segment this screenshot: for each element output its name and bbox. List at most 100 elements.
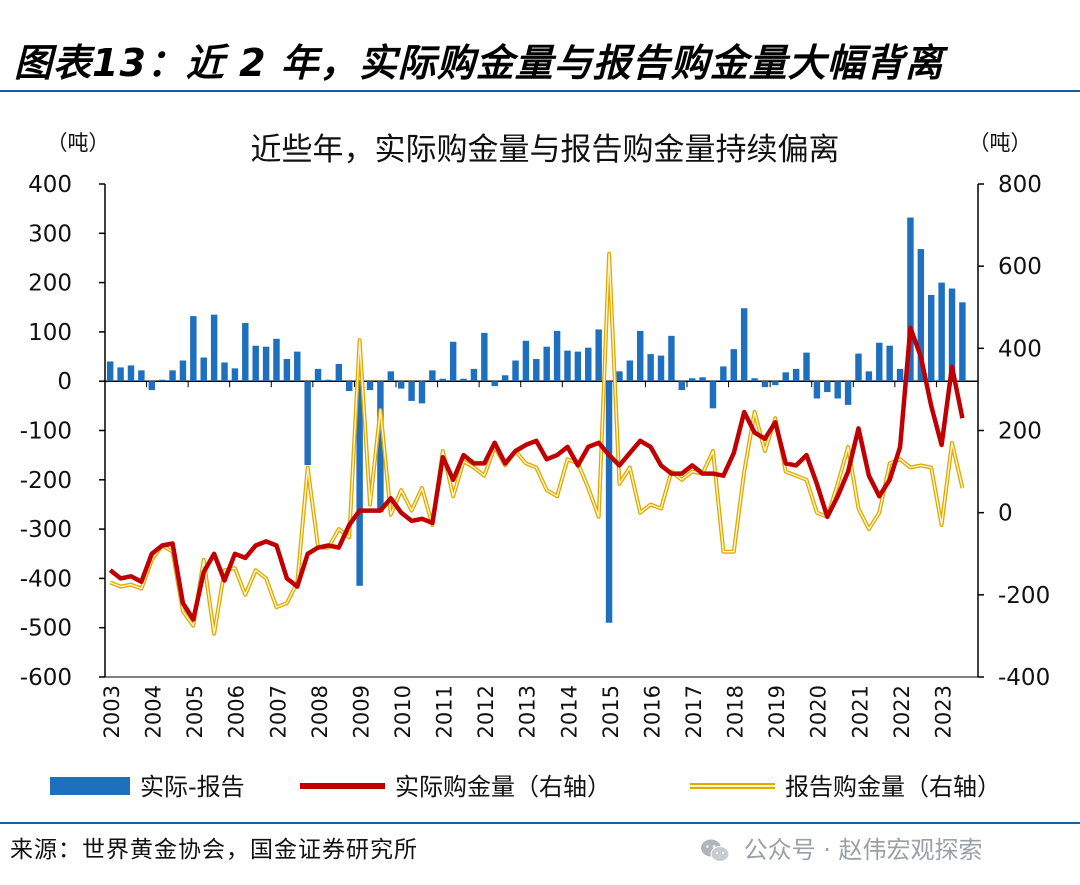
bar	[221, 362, 228, 382]
right-tick-label: -200	[998, 583, 1050, 609]
bar	[938, 282, 945, 382]
wechat-icon	[701, 839, 730, 862]
bar	[356, 381, 363, 586]
bar	[678, 381, 686, 391]
bar	[387, 371, 395, 382]
bar	[553, 330, 561, 382]
x-tick-label: 2010	[391, 685, 415, 738]
bar	[169, 370, 176, 382]
left-tick-label: 400	[28, 172, 72, 198]
left-tick-label: -200	[20, 468, 72, 494]
x-tick-label: 2021	[848, 685, 872, 738]
left-tick-label: -100	[20, 419, 72, 445]
top-divider	[0, 90, 1080, 92]
right-tick-label: -400	[998, 665, 1050, 691]
bar	[501, 375, 509, 382]
x-tick-label: 2005	[183, 685, 207, 738]
bar	[377, 381, 384, 512]
bar	[460, 378, 467, 382]
bar	[262, 346, 270, 382]
right-tick-label: 200	[998, 419, 1042, 445]
source-note: 来源：世界黄金协会，国金证券研究所	[10, 837, 418, 863]
legend-swatch-bar	[50, 777, 130, 795]
bar	[720, 366, 727, 382]
left-tick-label: 300	[28, 221, 72, 247]
legend: 实际-报告 实际购金量（右轴） 报告购金量（右轴）	[50, 773, 1001, 801]
x-tick-label: 2022	[890, 685, 914, 738]
right-tick-label: 600	[998, 254, 1042, 280]
bar	[772, 381, 779, 386]
chart-title: 近些年，实际购金量与报告购金量持续偏离	[251, 132, 840, 168]
bar	[595, 329, 602, 382]
x-tick-label: 2014	[557, 685, 581, 738]
bar	[179, 360, 187, 382]
bar-series	[106, 217, 966, 623]
bar	[200, 357, 207, 382]
bar	[803, 352, 810, 382]
bar	[449, 341, 457, 382]
bar	[855, 353, 862, 382]
left-tick-label: 100	[28, 320, 72, 346]
bar	[616, 371, 623, 382]
x-tick-label: 2019	[765, 685, 789, 738]
bar	[564, 350, 571, 382]
x-tick-label: 2013	[516, 685, 540, 738]
left-tick-label: 0	[57, 369, 72, 395]
bar	[138, 370, 145, 382]
axes: 400 300 200 100 0 -100 -200 -300 -400 -500 -600 800…	[20, 172, 1050, 738]
bar	[190, 316, 197, 382]
bar	[792, 368, 800, 382]
bar	[647, 354, 654, 382]
x-tick-label: 2012	[474, 685, 498, 738]
bar	[782, 372, 789, 382]
bar	[148, 381, 155, 391]
right-tick-label: 400	[998, 336, 1042, 362]
x-tick-label: 2011	[433, 685, 457, 738]
right-axis-unit: （吨）	[969, 131, 1032, 155]
left-tick-label: -600	[20, 665, 72, 691]
left-tick-label: -400	[20, 566, 72, 592]
bar	[657, 355, 665, 382]
reported-line	[109, 253, 964, 635]
bar	[844, 381, 852, 405]
bar	[418, 381, 426, 404]
bar	[481, 332, 488, 382]
bar	[491, 381, 498, 387]
x-tick-label: 2020	[807, 685, 831, 738]
bar	[637, 330, 644, 382]
bar	[730, 349, 737, 382]
legend-label: 实际购金量（右轴）	[395, 773, 611, 801]
x-tick-label: 2006	[225, 685, 249, 738]
bar	[668, 335, 675, 382]
bar	[314, 368, 322, 382]
x-tick-label: 2023	[931, 685, 955, 738]
legend-label: 报告购金量（右轴）	[785, 773, 1001, 801]
bar	[439, 378, 446, 382]
bar	[896, 368, 904, 382]
bar	[273, 338, 280, 382]
bar	[917, 249, 925, 382]
bar	[605, 381, 613, 623]
chart: 近些年，实际购金量与报告购金量持续偏离 （吨） （吨） 400 300 200 100…	[20, 131, 1050, 801]
watermark-text: 公众号 · 赵伟宏观探索	[743, 836, 983, 864]
bar	[948, 288, 956, 382]
bar	[574, 351, 582, 382]
bar	[886, 345, 893, 382]
bar	[210, 314, 218, 382]
bar	[294, 351, 301, 382]
bar	[699, 377, 706, 382]
bar	[512, 360, 519, 382]
bar	[928, 294, 935, 382]
bar	[231, 368, 239, 382]
bar	[366, 381, 374, 391]
bar	[907, 217, 914, 382]
right-tick-label: 0	[998, 501, 1013, 527]
line-series	[108, 251, 965, 636]
bar	[158, 379, 166, 382]
bar	[408, 381, 415, 401]
bar	[585, 347, 592, 382]
bar	[865, 371, 873, 382]
bar	[543, 346, 550, 382]
bar	[304, 381, 311, 466]
legend-label: 实际-报告	[140, 773, 245, 801]
